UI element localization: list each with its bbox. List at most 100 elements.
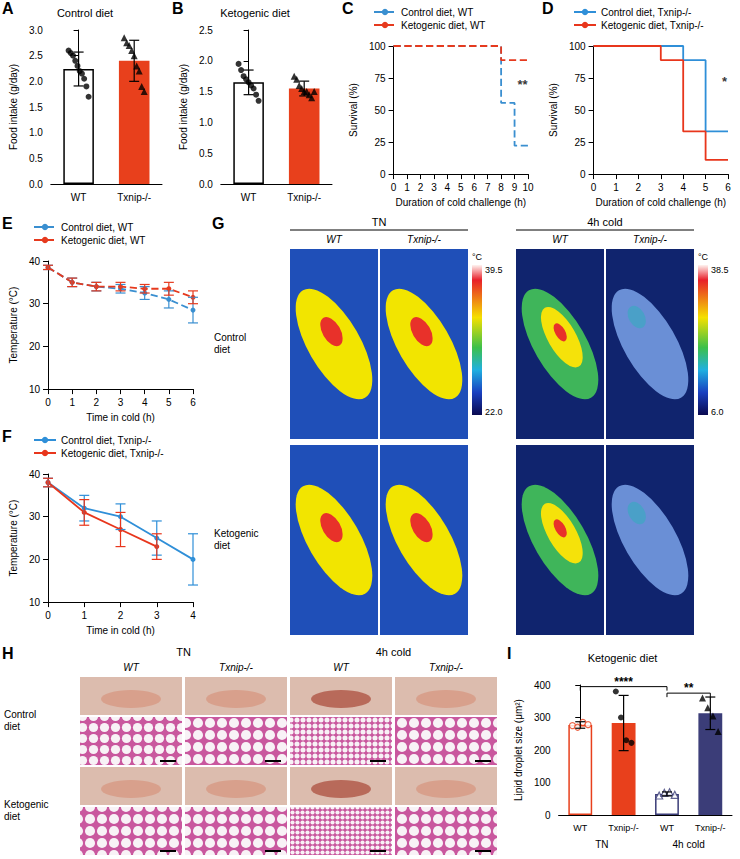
svg-text:Control diet: Control diet [57, 7, 113, 19]
svg-text:75: 75 [374, 73, 386, 84]
svg-text:100: 100 [369, 41, 386, 52]
svg-text:****: **** [614, 675, 633, 689]
svg-text:0.0: 0.0 [199, 179, 213, 190]
svg-text:Txnip-/-: Txnip-/- [117, 192, 151, 203]
svg-text:Control diet, Txnip-/-: Control diet, Txnip-/- [61, 435, 151, 446]
svg-text:7: 7 [485, 182, 491, 193]
svg-text:6.0: 6.0 [711, 407, 724, 417]
svg-text:5: 5 [703, 182, 709, 193]
svg-text:2: 2 [118, 610, 124, 621]
svg-text:4h cold: 4h cold [587, 216, 622, 228]
svg-text:2.0: 2.0 [29, 76, 43, 87]
svg-text:2.0: 2.0 [199, 55, 213, 66]
svg-text:0: 0 [391, 182, 397, 193]
svg-text:0: 0 [380, 169, 386, 180]
svg-text:TN: TN [372, 216, 387, 228]
svg-text:3: 3 [658, 182, 664, 193]
svg-text:50: 50 [374, 105, 386, 116]
svg-text:Ketogenic diet, WT: Ketogenic diet, WT [61, 235, 145, 246]
svg-text:WT: WT [333, 662, 349, 673]
svg-text:0.5: 0.5 [199, 148, 213, 159]
svg-text:20: 20 [29, 554, 41, 565]
svg-text:WT: WT [552, 234, 568, 245]
svg-text:WT: WT [660, 823, 674, 833]
svg-text:1.5: 1.5 [29, 102, 43, 113]
svg-text:5: 5 [458, 182, 464, 193]
svg-text:Lipid droplet size (μm²): Lipid droplet size (μm²) [513, 699, 524, 801]
svg-text:2.5: 2.5 [199, 25, 213, 36]
svg-text:1: 1 [613, 182, 619, 193]
svg-text:6: 6 [725, 182, 731, 193]
svg-text:Ketogenicdiet: Ketogenicdiet [4, 799, 48, 822]
svg-text:10: 10 [522, 182, 534, 193]
svg-text:Txnip-/-: Txnip-/- [287, 192, 321, 203]
svg-text:Txnip-/-: Txnip-/- [608, 823, 639, 833]
svg-text:Ketogenic diet, Txnip-/-: Ketogenic diet, Txnip-/- [601, 20, 704, 31]
svg-text:40: 40 [29, 256, 41, 267]
svg-text:Txnip-/-: Txnip-/- [633, 234, 668, 245]
svg-text:0: 0 [591, 182, 597, 193]
svg-text:2: 2 [636, 182, 642, 193]
svg-text:Control diet, WT: Control diet, WT [61, 222, 133, 233]
svg-text:Ketogenic diet, WT: Ketogenic diet, WT [401, 20, 485, 31]
svg-text:30: 30 [29, 298, 41, 309]
svg-text:Temperature (°C): Temperature (°C) [8, 500, 19, 577]
svg-text:Control diet, WT: Control diet, WT [401, 7, 473, 18]
svg-text:3: 3 [118, 397, 124, 408]
svg-text:0: 0 [580, 169, 586, 180]
svg-text:Food intake (g/day): Food intake (g/day) [8, 64, 19, 150]
svg-text:Ketogenicdiet: Ketogenicdiet [214, 528, 258, 551]
svg-text:0.0: 0.0 [29, 179, 43, 190]
svg-text:8: 8 [498, 182, 504, 193]
svg-text:5: 5 [166, 397, 172, 408]
svg-text:Duration of cold challenge (h): Duration of cold challenge (h) [595, 197, 726, 208]
svg-text:WT: WT [241, 192, 257, 203]
svg-text:WT: WT [123, 662, 139, 673]
svg-text:1: 1 [69, 397, 75, 408]
svg-text:1.0: 1.0 [199, 117, 213, 128]
svg-text:Temperature (°C): Temperature (°C) [8, 287, 19, 364]
svg-text:0: 0 [45, 397, 51, 408]
svg-text:2: 2 [418, 182, 424, 193]
svg-text:**: ** [518, 77, 529, 92]
svg-text:4: 4 [445, 182, 451, 193]
svg-text:100: 100 [534, 777, 551, 788]
svg-text:TN: TN [595, 839, 608, 850]
svg-text:0.5: 0.5 [29, 153, 43, 164]
svg-text:4: 4 [142, 397, 148, 408]
svg-text:°C: °C [698, 252, 709, 262]
svg-text:**: ** [684, 681, 694, 695]
svg-text:30: 30 [29, 511, 41, 522]
svg-text:°C: °C [472, 252, 483, 262]
svg-text:Duration of cold challenge (h): Duration of cold challenge (h) [395, 197, 526, 208]
svg-text:20: 20 [29, 341, 41, 352]
svg-text:Time in cold (h): Time in cold (h) [86, 625, 155, 636]
svg-text:3: 3 [154, 610, 160, 621]
svg-text:6: 6 [471, 182, 477, 193]
svg-text:Time in cold (h): Time in cold (h) [86, 412, 155, 423]
svg-text:40: 40 [29, 469, 41, 480]
svg-text:TN: TN [176, 646, 191, 658]
svg-text:Controldiet: Controldiet [4, 709, 36, 732]
svg-text:22.0: 22.0 [485, 407, 503, 417]
svg-text:Survival (%): Survival (%) [548, 83, 559, 137]
svg-text:Ketogenic diet: Ketogenic diet [588, 652, 658, 664]
svg-text:9: 9 [512, 182, 518, 193]
svg-text:75: 75 [574, 73, 586, 84]
svg-text:10: 10 [29, 597, 41, 608]
svg-text:400: 400 [534, 680, 551, 691]
svg-text:25: 25 [374, 137, 386, 148]
svg-text:1: 1 [81, 610, 87, 621]
svg-text:2.5: 2.5 [29, 50, 43, 61]
svg-text:25: 25 [574, 137, 586, 148]
svg-text:39.5: 39.5 [485, 265, 503, 275]
svg-text:Control diet, Txnip-/-: Control diet, Txnip-/- [601, 7, 691, 18]
svg-text:WT: WT [71, 192, 87, 203]
svg-text:Txnip-/-: Txnip-/- [219, 662, 254, 673]
svg-text:Survival (%): Survival (%) [348, 83, 359, 137]
svg-text:0: 0 [45, 610, 51, 621]
svg-text:Ketogenic diet, Txnip-/-: Ketogenic diet, Txnip-/- [61, 448, 164, 459]
svg-text:1.0: 1.0 [29, 127, 43, 138]
svg-text:Txnip-/-: Txnip-/- [429, 662, 464, 673]
svg-text:Txnip-/-: Txnip-/- [695, 823, 726, 833]
